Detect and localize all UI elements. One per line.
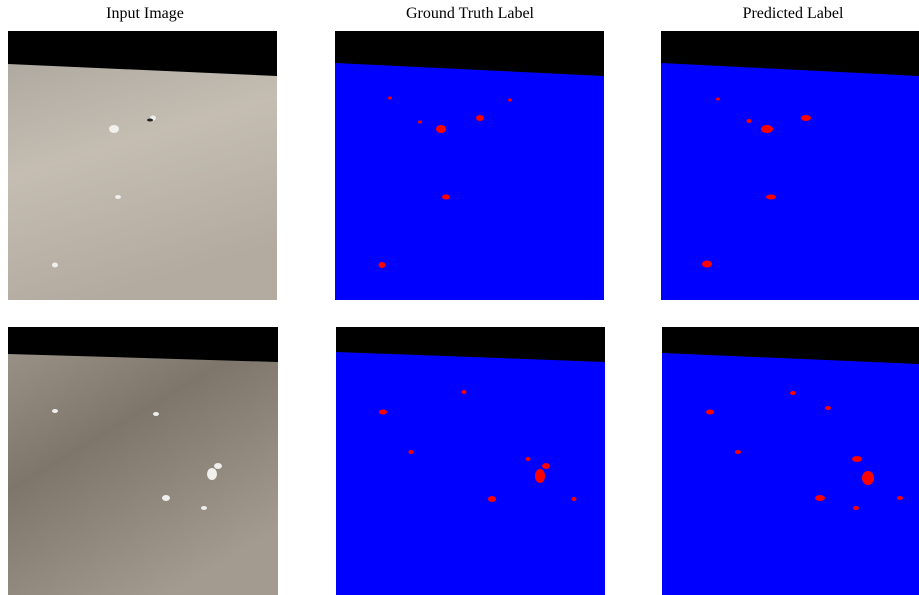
predicted-mask [662, 327, 919, 595]
column-title: Input Image [106, 5, 184, 22]
input-image [8, 327, 278, 595]
predicted-mask [661, 31, 919, 300]
input-image [8, 31, 277, 300]
column-title: Ground Truth Label [406, 5, 535, 22]
ground-truth-mask [335, 31, 604, 300]
ground-truth-mask [336, 327, 605, 595]
column-title: Predicted Label [743, 5, 844, 22]
figure: Input Image Ground Truth Label Predicted… [0, 0, 919, 595]
